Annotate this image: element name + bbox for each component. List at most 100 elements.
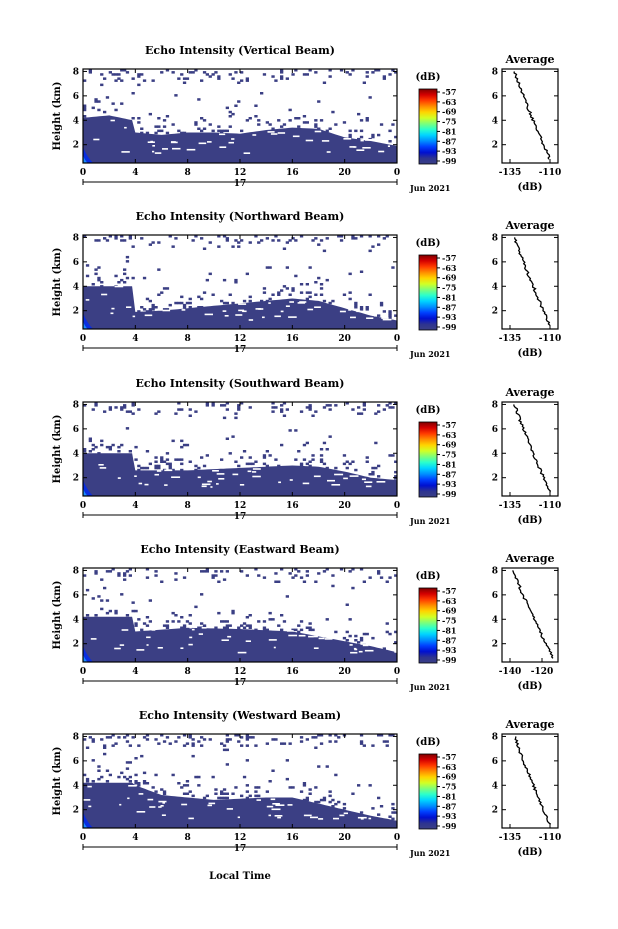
- echo-gap: [349, 146, 355, 148]
- echo-cell: [180, 786, 184, 789]
- echo-cell: [194, 121, 198, 124]
- echo-gap: [88, 805, 92, 808]
- echo-cell: [114, 108, 118, 112]
- echo-cell: [325, 129, 329, 133]
- echo-cell: [237, 245, 241, 248]
- echo-gap: [292, 135, 300, 138]
- echo-cell: [331, 584, 335, 588]
- echo-cell: [125, 761, 130, 764]
- echo-cell: [100, 738, 104, 741]
- echo-gap: [119, 644, 125, 646]
- colorbar-tick-label: -87: [442, 635, 456, 645]
- echo-cell: [274, 235, 278, 238]
- echo-cell: [105, 611, 110, 615]
- x-tick-label: 0: [80, 833, 86, 843]
- echo-cell: [345, 460, 349, 463]
- echo-cell: [337, 736, 341, 739]
- echo-cell: [237, 81, 241, 84]
- echo-cell: [120, 278, 124, 282]
- echo-gap: [210, 486, 213, 488]
- echo-cell: [120, 771, 124, 775]
- avg-y-tick-label: 4: [492, 615, 498, 625]
- echo-gap: [387, 145, 390, 147]
- echo-cell: [325, 466, 329, 470]
- echo-cell: [371, 470, 375, 474]
- echo-gap: [111, 307, 115, 310]
- echo-cell: [117, 77, 121, 80]
- echo-cell: [154, 456, 158, 459]
- echo-gap: [221, 639, 229, 641]
- colorbar-tick-label: -63: [442, 596, 457, 606]
- chart-title: Echo Intensity (Northward Beam): [136, 210, 345, 223]
- echo-cell: [305, 738, 309, 741]
- x-tick-label: 12: [234, 833, 247, 843]
- echo-cell: [125, 255, 130, 259]
- echo-cell: [294, 568, 298, 571]
- colorbar-tick-label: -81: [442, 791, 456, 801]
- echo-cell: [191, 754, 195, 758]
- echo-cell: [180, 468, 184, 472]
- echo-cell: [262, 287, 267, 290]
- echo-cell: [125, 260, 130, 263]
- echo-gap: [361, 478, 366, 481]
- echo-cell: [342, 636, 347, 640]
- colorbar-tick-label: -93: [442, 811, 457, 821]
- echo-cell: [262, 456, 267, 459]
- echo-cell: [182, 626, 187, 629]
- echo-cell: [359, 129, 364, 133]
- echo-cell: [394, 630, 397, 634]
- echo-cell: [328, 75, 332, 78]
- echo-cell: [308, 626, 312, 629]
- echo-cell: [108, 570, 112, 573]
- echo-cell: [94, 404, 98, 407]
- echo-gap: [114, 647, 121, 650]
- echo-cell: [100, 285, 104, 288]
- echo-cell: [225, 796, 229, 800]
- echo-cell: [85, 274, 90, 278]
- echo-cell: [171, 773, 175, 777]
- echo-cell: [394, 135, 397, 139]
- x-tick-label: 0: [80, 667, 86, 677]
- echo-cell: [151, 308, 155, 311]
- echo-cell: [88, 450, 92, 453]
- echo-cell: [285, 595, 289, 598]
- echo-cell: [354, 468, 358, 472]
- echo-gap: [152, 150, 155, 153]
- echo-cell: [151, 786, 155, 789]
- echo-cell: [142, 782, 147, 785]
- echo-cell: [242, 626, 247, 629]
- echo-cell: [111, 744, 115, 747]
- echo-cell: [202, 127, 207, 130]
- echo-gap: [216, 483, 219, 485]
- colorbar-tick-label: -63: [442, 97, 457, 107]
- echo-cell: [220, 620, 224, 623]
- echo-cell: [280, 568, 284, 571]
- echo-cell: [365, 306, 369, 309]
- avg-y-tick-label: 6: [492, 92, 498, 102]
- echo-cell: [174, 94, 178, 97]
- echo-cell: [157, 742, 161, 745]
- x-tick-label: 20: [338, 168, 351, 178]
- echo-cell: [368, 576, 372, 579]
- echo-cell: [242, 622, 247, 625]
- echo-cell: [277, 291, 281, 294]
- echo-cell: [354, 634, 358, 638]
- echo-cell: [297, 125, 301, 128]
- echo-cell: [145, 568, 150, 571]
- echo-cell: [177, 620, 181, 623]
- echo-cell: [262, 462, 267, 466]
- echo-cell: [94, 572, 98, 575]
- echo-gap: [216, 473, 225, 475]
- echo-cell: [140, 754, 144, 758]
- echo-cell: [319, 119, 324, 122]
- echo-cell: [294, 117, 298, 120]
- echo-cell: [140, 131, 144, 135]
- echo-cell: [91, 443, 95, 447]
- x-tick-label: 20: [338, 501, 351, 511]
- echo-gap: [201, 627, 207, 629]
- echo-cell: [305, 121, 309, 124]
- echo-cell: [308, 622, 312, 625]
- x-tick-label: 20: [338, 833, 351, 843]
- echo-gap: [162, 802, 165, 804]
- echo-fill: [83, 453, 397, 496]
